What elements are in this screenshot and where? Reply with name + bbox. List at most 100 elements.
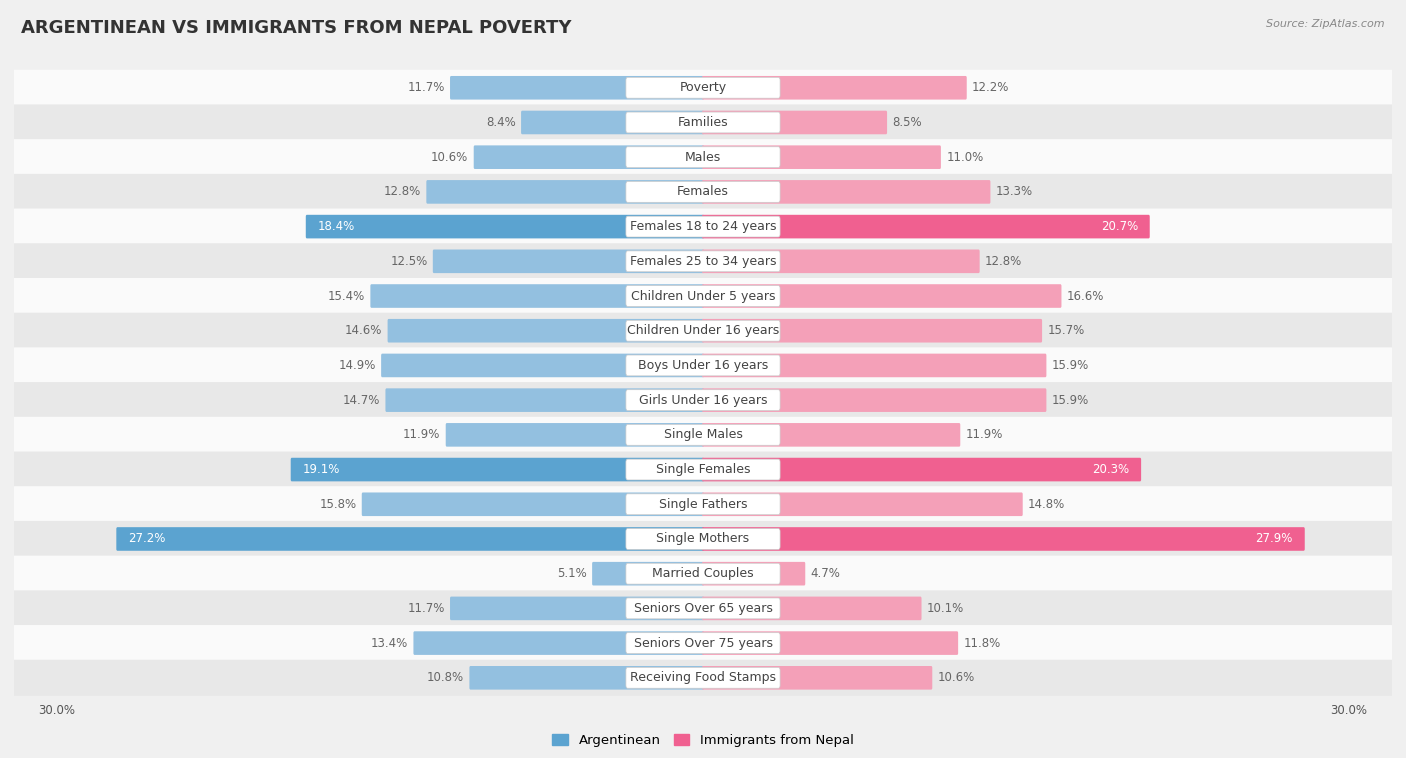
FancyBboxPatch shape (626, 390, 780, 411)
FancyBboxPatch shape (626, 459, 780, 480)
FancyBboxPatch shape (381, 354, 704, 377)
Text: 11.7%: 11.7% (408, 602, 444, 615)
Text: Females 25 to 34 years: Females 25 to 34 years (630, 255, 776, 268)
FancyBboxPatch shape (626, 77, 780, 99)
Text: 11.7%: 11.7% (408, 81, 444, 94)
Text: 12.8%: 12.8% (986, 255, 1022, 268)
Text: 27.9%: 27.9% (1256, 532, 1294, 546)
FancyBboxPatch shape (702, 562, 806, 585)
FancyBboxPatch shape (626, 494, 780, 515)
Text: 18.4%: 18.4% (318, 220, 354, 233)
Text: 27.2%: 27.2% (128, 532, 166, 546)
FancyBboxPatch shape (626, 251, 780, 271)
Text: 10.8%: 10.8% (427, 672, 464, 684)
FancyBboxPatch shape (14, 417, 1392, 453)
FancyBboxPatch shape (14, 313, 1392, 349)
FancyBboxPatch shape (702, 388, 1046, 412)
Text: 13.3%: 13.3% (995, 186, 1033, 199)
FancyBboxPatch shape (626, 528, 780, 550)
Text: 8.4%: 8.4% (486, 116, 516, 129)
FancyBboxPatch shape (14, 590, 1392, 626)
Text: 11.9%: 11.9% (966, 428, 1002, 441)
Text: 11.9%: 11.9% (404, 428, 440, 441)
Text: Poverty: Poverty (679, 81, 727, 94)
FancyBboxPatch shape (702, 527, 1305, 551)
Text: Girls Under 16 years: Girls Under 16 years (638, 393, 768, 406)
FancyBboxPatch shape (626, 598, 780, 619)
Text: 12.8%: 12.8% (384, 186, 420, 199)
Text: 14.9%: 14.9% (339, 359, 375, 372)
FancyBboxPatch shape (702, 111, 887, 134)
FancyBboxPatch shape (385, 388, 704, 412)
Text: 15.4%: 15.4% (328, 290, 366, 302)
Text: 15.8%: 15.8% (319, 498, 356, 511)
FancyBboxPatch shape (14, 382, 1392, 418)
Text: Seniors Over 75 years: Seniors Over 75 years (634, 637, 772, 650)
Text: 30.0%: 30.0% (1330, 704, 1368, 717)
Text: Males: Males (685, 151, 721, 164)
Text: 8.5%: 8.5% (893, 116, 922, 129)
Text: 13.4%: 13.4% (371, 637, 408, 650)
FancyBboxPatch shape (626, 147, 780, 168)
FancyBboxPatch shape (702, 423, 960, 446)
FancyBboxPatch shape (14, 174, 1392, 210)
Text: 10.1%: 10.1% (927, 602, 965, 615)
FancyBboxPatch shape (305, 215, 704, 239)
FancyBboxPatch shape (14, 278, 1392, 314)
FancyBboxPatch shape (370, 284, 704, 308)
Text: Children Under 16 years: Children Under 16 years (627, 324, 779, 337)
FancyBboxPatch shape (14, 208, 1392, 245)
Text: 16.6%: 16.6% (1067, 290, 1104, 302)
FancyBboxPatch shape (702, 215, 1150, 239)
FancyBboxPatch shape (446, 423, 704, 446)
FancyBboxPatch shape (626, 181, 780, 202)
FancyBboxPatch shape (702, 180, 990, 204)
Text: 10.6%: 10.6% (432, 151, 468, 164)
Text: 15.9%: 15.9% (1052, 359, 1090, 372)
FancyBboxPatch shape (413, 631, 704, 655)
FancyBboxPatch shape (14, 243, 1392, 280)
FancyBboxPatch shape (450, 76, 704, 99)
FancyBboxPatch shape (702, 146, 941, 169)
Text: Females 18 to 24 years: Females 18 to 24 years (630, 220, 776, 233)
Text: 12.5%: 12.5% (391, 255, 427, 268)
FancyBboxPatch shape (626, 216, 780, 237)
FancyBboxPatch shape (702, 666, 932, 690)
FancyBboxPatch shape (702, 319, 1042, 343)
FancyBboxPatch shape (626, 633, 780, 653)
FancyBboxPatch shape (14, 347, 1392, 384)
Text: Seniors Over 65 years: Seniors Over 65 years (634, 602, 772, 615)
Legend: Argentinean, Immigrants from Nepal: Argentinean, Immigrants from Nepal (547, 728, 859, 752)
Text: 15.7%: 15.7% (1047, 324, 1084, 337)
Text: Boys Under 16 years: Boys Under 16 years (638, 359, 768, 372)
Text: 10.6%: 10.6% (938, 672, 974, 684)
FancyBboxPatch shape (702, 354, 1046, 377)
Text: Single Males: Single Males (664, 428, 742, 441)
Text: Receiving Food Stamps: Receiving Food Stamps (630, 672, 776, 684)
FancyBboxPatch shape (626, 424, 780, 445)
FancyBboxPatch shape (14, 521, 1392, 557)
FancyBboxPatch shape (522, 111, 704, 134)
FancyBboxPatch shape (592, 562, 704, 585)
FancyBboxPatch shape (433, 249, 704, 273)
FancyBboxPatch shape (14, 105, 1392, 140)
FancyBboxPatch shape (626, 355, 780, 376)
Text: Married Couples: Married Couples (652, 567, 754, 580)
Text: 14.6%: 14.6% (344, 324, 382, 337)
Text: 20.3%: 20.3% (1092, 463, 1129, 476)
Text: 4.7%: 4.7% (811, 567, 841, 580)
FancyBboxPatch shape (450, 597, 704, 620)
FancyBboxPatch shape (702, 597, 921, 620)
Text: ARGENTINEAN VS IMMIGRANTS FROM NEPAL POVERTY: ARGENTINEAN VS IMMIGRANTS FROM NEPAL POV… (21, 19, 572, 37)
FancyBboxPatch shape (388, 319, 704, 343)
Text: 30.0%: 30.0% (38, 704, 76, 717)
Text: Single Mothers: Single Mothers (657, 532, 749, 546)
Text: Single Fathers: Single Fathers (659, 498, 747, 511)
FancyBboxPatch shape (14, 625, 1392, 661)
Text: 11.0%: 11.0% (946, 151, 984, 164)
FancyBboxPatch shape (626, 321, 780, 341)
FancyBboxPatch shape (626, 667, 780, 688)
Text: 12.2%: 12.2% (972, 81, 1010, 94)
Text: 11.8%: 11.8% (963, 637, 1001, 650)
FancyBboxPatch shape (14, 139, 1392, 175)
